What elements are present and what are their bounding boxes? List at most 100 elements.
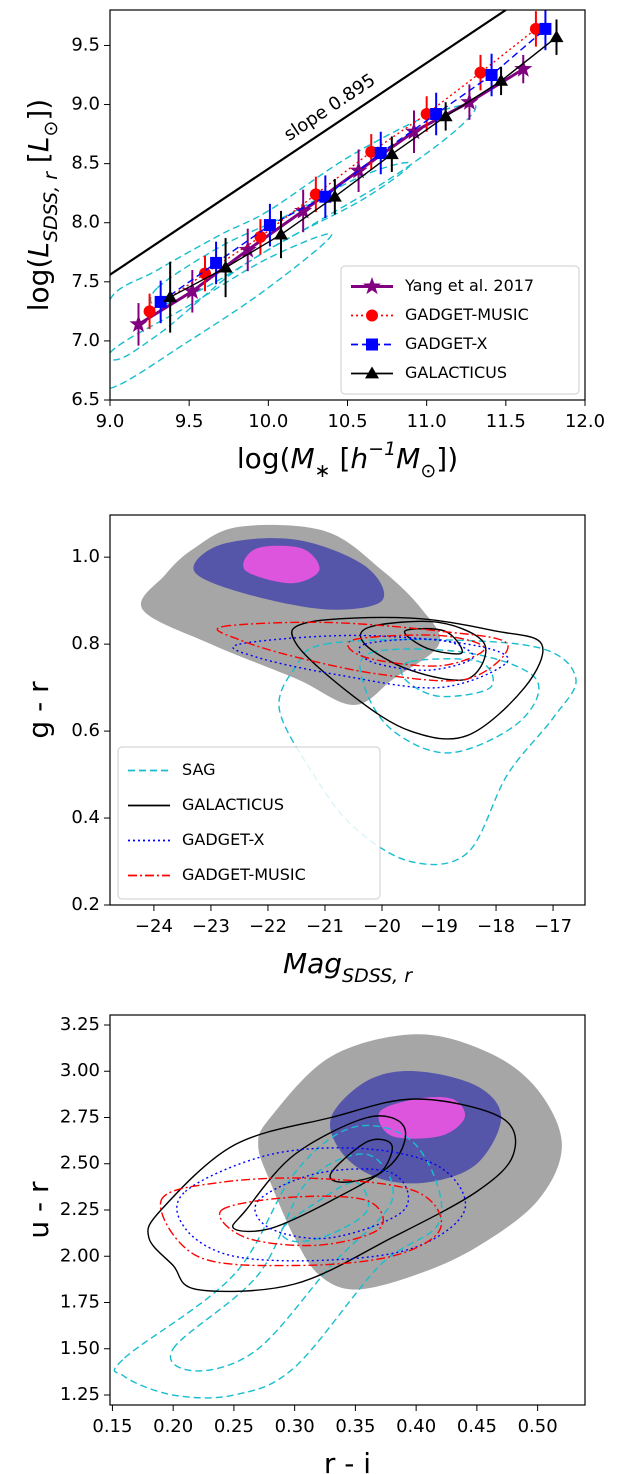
contour-line [159,1177,443,1267]
legend-label: GADGET-X [182,830,264,849]
label-part: ]) [436,442,458,475]
x-tick-label: −19 [420,916,458,937]
x-label: r - i [324,1447,371,1474]
x-tick-label: 0.25 [214,1416,254,1437]
legend-label: GADGET-MUSIC [405,305,529,324]
contour-line [113,1124,443,1399]
y-tick-label: 2.25 [60,1199,100,1220]
marker [529,22,542,35]
series-line [149,28,537,312]
x-tick-label: −24 [135,916,173,937]
y-tick-label: 7.5 [71,271,100,292]
series-line [169,36,557,298]
y-tick-label: 6.5 [71,389,100,410]
contour-line [110,232,333,389]
legend-marker [366,309,378,322]
filled-contour [243,545,320,584]
y-tick-label: 1.25 [60,1384,100,1405]
x-tick-label: 11.0 [407,411,447,432]
reference-line [110,10,507,276]
x-tick-label: 11.5 [486,411,526,432]
y-tick-label: 7.0 [71,330,100,351]
legend-marker [366,338,378,351]
contour-line [254,1168,410,1240]
marker [374,147,387,159]
y-tick-label: 1.0 [71,546,100,567]
y-label: u - r [22,1181,55,1239]
x-tick-label: −23 [192,916,230,937]
label-part: ⊙ [40,121,62,137]
label-part: log( [237,442,291,475]
marker [420,108,433,120]
x-tick-label: 10.5 [327,411,367,432]
marker [539,22,552,35]
label-part: ]) [22,99,55,121]
x-label: MagSDSS, r [283,947,413,987]
x-tick-label: 12.0 [565,411,605,432]
label-part: r - i [324,1447,371,1474]
y-tick-label: 2.75 [60,1106,100,1127]
marker [494,73,509,86]
legend-box [340,265,580,395]
marker [274,227,288,240]
legend-label: Yang et al. 2017 [404,276,534,295]
legend-label: GADGET-X [405,334,487,353]
y-tick-label: 9.5 [71,34,100,55]
marker [319,190,332,203]
label-part: ⊙ [420,460,436,482]
label-part: g - r [22,681,55,739]
x-tick-label: 9.5 [175,411,204,432]
x-tick-label: 0.40 [396,1416,436,1437]
marker [294,201,313,219]
x-tick-label: 0.50 [518,1416,558,1437]
marker [154,295,167,308]
contour-line [176,1147,467,1262]
y-label: log(LSDSS, r [L⊙]) [22,99,62,311]
y-tick-label: 3.00 [60,1060,100,1081]
contour-line [291,616,544,740]
contour-line [347,634,486,667]
legend-marker [365,366,379,379]
label-part: SDSS, r [40,171,62,242]
x-tick-label: 0.15 [92,1416,132,1437]
contour-line [359,648,540,754]
marker [349,161,368,179]
label-part: [ [22,152,55,172]
y-label: g - r [22,681,55,739]
marker [474,66,487,79]
label-part: h [350,442,368,475]
marker [365,145,378,158]
marker [549,30,564,43]
marker [384,147,399,160]
plot-area [113,1034,562,1399]
contour-line [329,1138,393,1183]
contour-line [219,1195,384,1247]
marker [485,69,498,81]
y-tick-label: 8.0 [71,212,100,233]
plot-area [140,524,577,866]
contour-line [400,658,494,698]
label-part: M [290,442,314,475]
x-tick-label: −22 [249,916,287,937]
marker [218,260,233,273]
legend-box [117,746,381,900]
axes-frame [109,514,586,906]
x-tick-label: −20 [363,916,401,937]
x-tick-label: 0.20 [153,1416,193,1437]
x-tick-label: −17 [534,916,572,937]
marker [183,281,202,299]
y-tick-label: 9.0 [71,94,100,115]
y-tick-label: 0.8 [71,633,100,654]
x-label: log(M∗ [h−1M⊙]) [237,438,458,482]
contour-line [170,1153,394,1372]
x-tick-label: 9.0 [96,411,125,432]
contour-line [216,621,509,682]
label-part: u - r [22,1181,55,1239]
y-tick-label: 0.6 [71,720,100,741]
marker [430,108,443,120]
contour-line [358,638,474,671]
marker [163,290,178,303]
y-tick-label: 1.75 [60,1292,100,1313]
marker [143,305,156,318]
